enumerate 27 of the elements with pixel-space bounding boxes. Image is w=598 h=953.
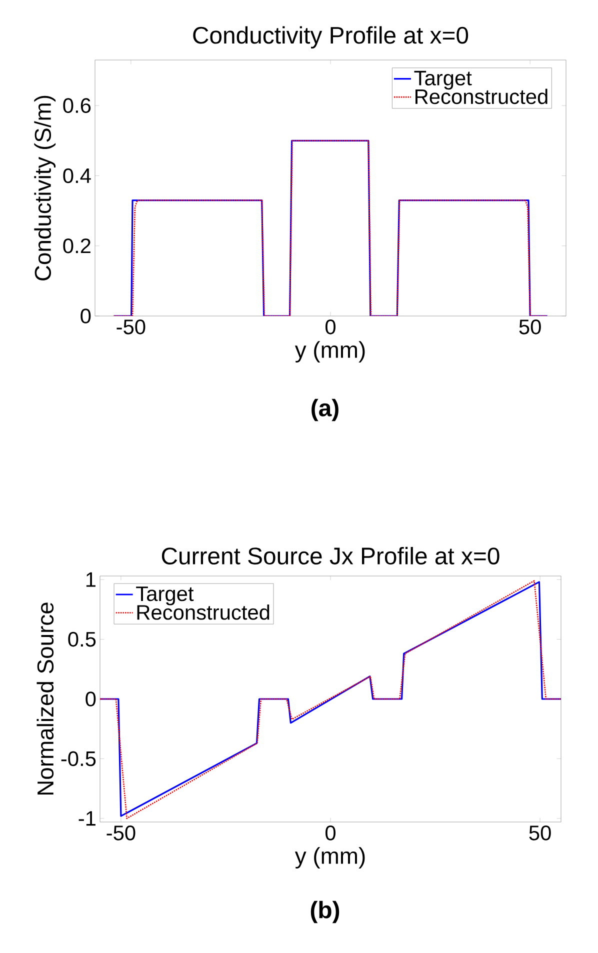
y-axis-title: Normalized Source	[36, 602, 54, 795]
legend-label: Reconstructed	[137, 604, 270, 620]
y-tick-label: 0	[86, 692, 96, 706]
x-axis-title: y (mm)	[294, 341, 365, 363]
y-axis-title: Conductivity (S/m)	[34, 96, 56, 280]
y-tick-label: 0.6	[63, 98, 91, 113]
text: (a)	[312, 398, 338, 422]
y-tick-label: 0.5	[68, 632, 96, 647]
y-tick-label: 0.2	[63, 238, 90, 254]
legend-label: Target	[136, 586, 194, 606]
x-tick-label: 50	[529, 826, 551, 840]
chart-title: Current Source Jx Profile at x=0	[162, 546, 500, 564]
y-tick-label: 1	[86, 572, 96, 587]
chart-title: Conductivity Profile at x=0	[193, 26, 468, 49]
y-tick-label: -1	[78, 811, 96, 826]
text: (b)	[310, 900, 340, 924]
x-tick-label: 0	[326, 320, 336, 334]
x-tick-label: 0	[326, 826, 336, 840]
legend-label: Target	[414, 70, 472, 90]
x-tick-label: 50	[519, 320, 541, 334]
y-tick-label: 0	[80, 308, 91, 324]
x-tick-label: -50	[116, 320, 146, 334]
y-tick-label: 0.4	[63, 168, 91, 184]
legend-label: Reconstructed	[416, 88, 548, 104]
x-tick-label: -50	[106, 826, 136, 840]
x-axis-title: y (mm)	[294, 847, 365, 869]
y-tick-label: -0.5	[61, 751, 96, 766]
